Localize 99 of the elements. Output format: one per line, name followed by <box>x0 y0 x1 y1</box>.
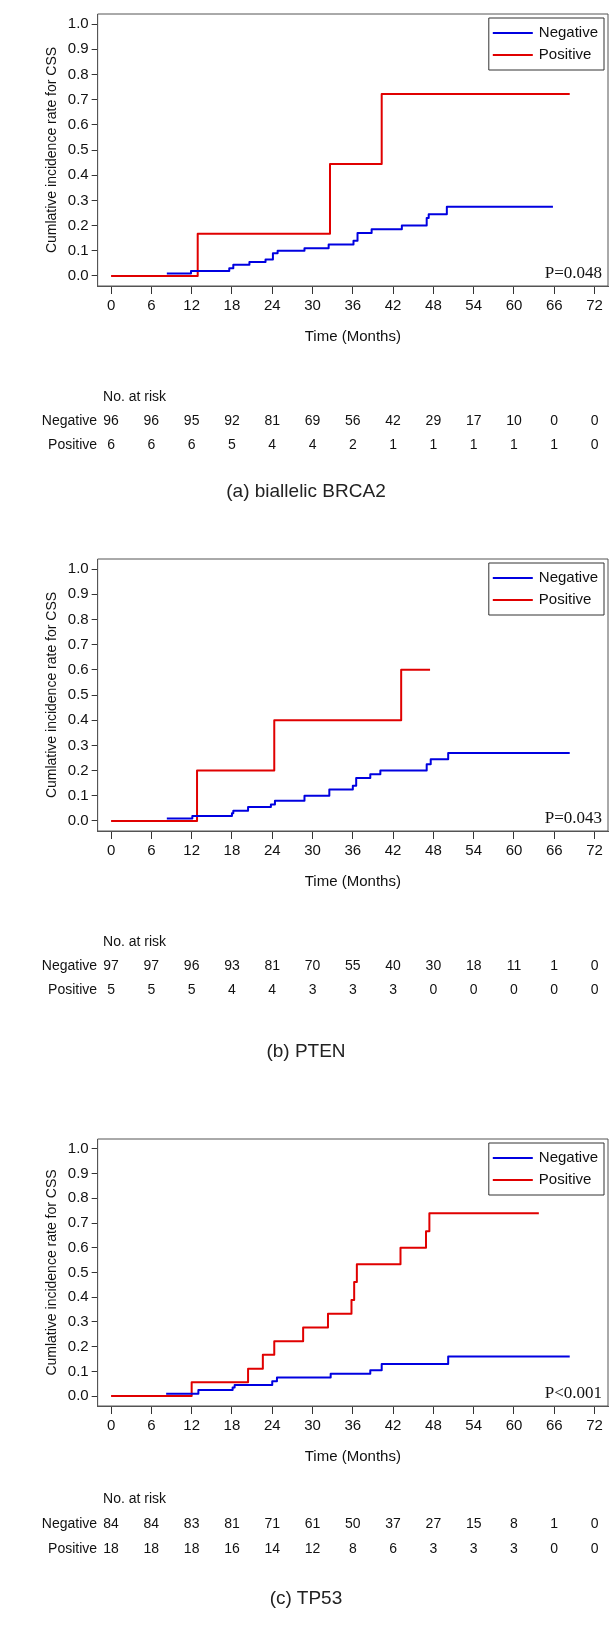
y-tick-label: 1.0 <box>67 14 89 32</box>
x-tick-label: 48 <box>425 841 442 859</box>
y-tick-label: 0.4 <box>67 710 89 728</box>
legend-label: Positive <box>538 1170 592 1188</box>
y-tick-label: 0.0 <box>67 1386 89 1404</box>
x-tick-label: 6 <box>147 841 156 859</box>
y-tick-label: 0.7 <box>67 1213 89 1231</box>
y-tick-label: 0.6 <box>67 1237 89 1255</box>
x-tick-label: 0 <box>106 841 116 859</box>
x-tick-label: 30 <box>304 1416 321 1434</box>
legend-label: Negative <box>538 1148 598 1166</box>
x-tick-label: 42 <box>384 1416 402 1434</box>
x-tick-label: 72 <box>586 1416 603 1434</box>
x-tick-label: 36 <box>344 841 362 859</box>
text: Negative 96 96 95 92 81 69 56 42 29 17 10 0 0 <box>41 412 599 428</box>
x-tick-label: 18 <box>223 1416 241 1434</box>
annotation: P=0.043 <box>544 807 602 827</box>
y-tick-label: 0.9 <box>67 584 89 602</box>
x-tick-label: 0 <box>106 1416 116 1434</box>
x-tick-label: 66 <box>545 841 563 859</box>
x-tick-label: 42 <box>384 841 402 859</box>
text: No. at risk <box>103 1490 167 1506</box>
x-tick-label: 48 <box>425 296 442 314</box>
x-tick-label: 36 <box>344 296 362 314</box>
x-tick-label: 54 <box>465 296 483 314</box>
x-tick-label: 66 <box>545 296 563 314</box>
x-tick-label: 12 <box>183 296 201 314</box>
x-tick-label: 60 <box>505 1416 523 1434</box>
x-axis-title: Time (Months) <box>304 327 401 345</box>
annotation: P<0.001 <box>544 1382 602 1402</box>
y-tick-label: 0.2 <box>67 760 89 778</box>
x-tick-label: 30 <box>304 841 321 859</box>
y-tick-label: 1.0 <box>67 559 89 577</box>
y-tick-label: 0.1 <box>67 785 89 803</box>
y-tick-label: 0.6 <box>67 659 89 677</box>
x-tick-label: 24 <box>263 296 281 314</box>
x-tick-label: 12 <box>183 1416 201 1434</box>
legend-label: Negative <box>538 23 598 41</box>
y-tick-label: 0.2 <box>67 1336 89 1354</box>
y-tick-label: 0.6 <box>67 114 89 132</box>
x-tick-label: 72 <box>586 841 603 859</box>
x-tick-label: 6 <box>147 1416 156 1434</box>
y-tick-label: 0.2 <box>67 215 89 233</box>
legend-label: Positive <box>538 590 592 608</box>
text: Negative 97 97 96 93 81 70 55 40 30 18 11 1 0 <box>41 957 599 973</box>
x-tick-label: 18 <box>223 841 241 859</box>
y-tick-label: 0.0 <box>67 266 89 284</box>
text: Negative 84 84 83 81 71 61 50 37 27 15 8 1 0 <box>41 1515 599 1531</box>
text: No. at risk <box>103 933 167 949</box>
y-axis-title: Cumlative incidence rate for CSS <box>43 46 60 254</box>
x-tick-label: 48 <box>425 1416 442 1434</box>
y-tick-label: 0.5 <box>67 1262 89 1280</box>
text: No. at risk <box>103 388 167 404</box>
text: Positive 18 18 18 16 14 12 8 6 3 3 3 0 0 <box>48 1540 599 1556</box>
y-tick-label: 0.1 <box>67 1361 89 1379</box>
y-tick-label: 0.5 <box>67 140 89 158</box>
y-tick-label: 0.0 <box>67 811 89 829</box>
x-tick-label: 24 <box>263 1416 281 1434</box>
x-tick-label: 0 <box>106 296 116 314</box>
y-tick-label: 0.9 <box>67 1163 89 1181</box>
x-tick-label: 12 <box>183 841 201 859</box>
text: (c) TP53 <box>268 1587 344 1609</box>
y-tick-label: 0.4 <box>67 1287 89 1305</box>
y-tick-label: 0.3 <box>67 190 89 208</box>
legend-label: Negative <box>538 568 598 586</box>
y-axis-title: Cumlative incidence rate for CSS <box>43 1169 60 1376</box>
x-axis-title: Time (Months) <box>304 1447 401 1465</box>
text: Positive 6 6 6 5 4 4 2 1 1 1 1 1 0 <box>48 436 599 452</box>
legend-label: Positive <box>538 45 592 63</box>
annotation: P=0.048 <box>544 262 602 282</box>
y-tick-label: 0.8 <box>67 609 89 627</box>
x-tick-label: 6 <box>147 296 156 314</box>
text: (b) PTEN <box>265 1040 347 1062</box>
text: Positive 5 5 5 4 4 3 3 3 0 0 0 0 0 <box>48 981 599 997</box>
x-tick-label: 42 <box>384 296 402 314</box>
y-tick-label: 0.8 <box>67 64 89 82</box>
y-tick-label: 0.7 <box>67 634 89 652</box>
x-tick-label: 66 <box>545 1416 563 1434</box>
y-tick-label: 0.7 <box>67 89 89 107</box>
x-tick-label: 60 <box>505 296 523 314</box>
y-tick-label: 0.3 <box>67 1312 89 1330</box>
y-tick-label: 0.3 <box>67 735 89 753</box>
x-tick-label: 24 <box>263 841 281 859</box>
x-tick-label: 54 <box>465 1416 483 1434</box>
x-axis-title: Time (Months) <box>304 872 401 890</box>
y-tick-label: 0.1 <box>67 240 89 258</box>
y-tick-label: 0.9 <box>67 39 89 57</box>
y-axis-title: Cumlative incidence rate for CSS <box>43 591 60 799</box>
x-tick-label: 30 <box>304 296 321 314</box>
x-tick-label: 60 <box>505 841 523 859</box>
y-tick-label: 0.4 <box>67 165 89 183</box>
y-tick-label: 1.0 <box>67 1139 89 1157</box>
x-tick-label: 54 <box>465 841 483 859</box>
text: (a) biallelic BRCA2 <box>225 480 387 502</box>
y-tick-label: 0.5 <box>67 685 89 703</box>
x-tick-label: 36 <box>344 1416 362 1434</box>
y-tick-label: 0.8 <box>67 1188 89 1206</box>
x-tick-label: 72 <box>586 296 603 314</box>
x-tick-label: 18 <box>223 296 241 314</box>
